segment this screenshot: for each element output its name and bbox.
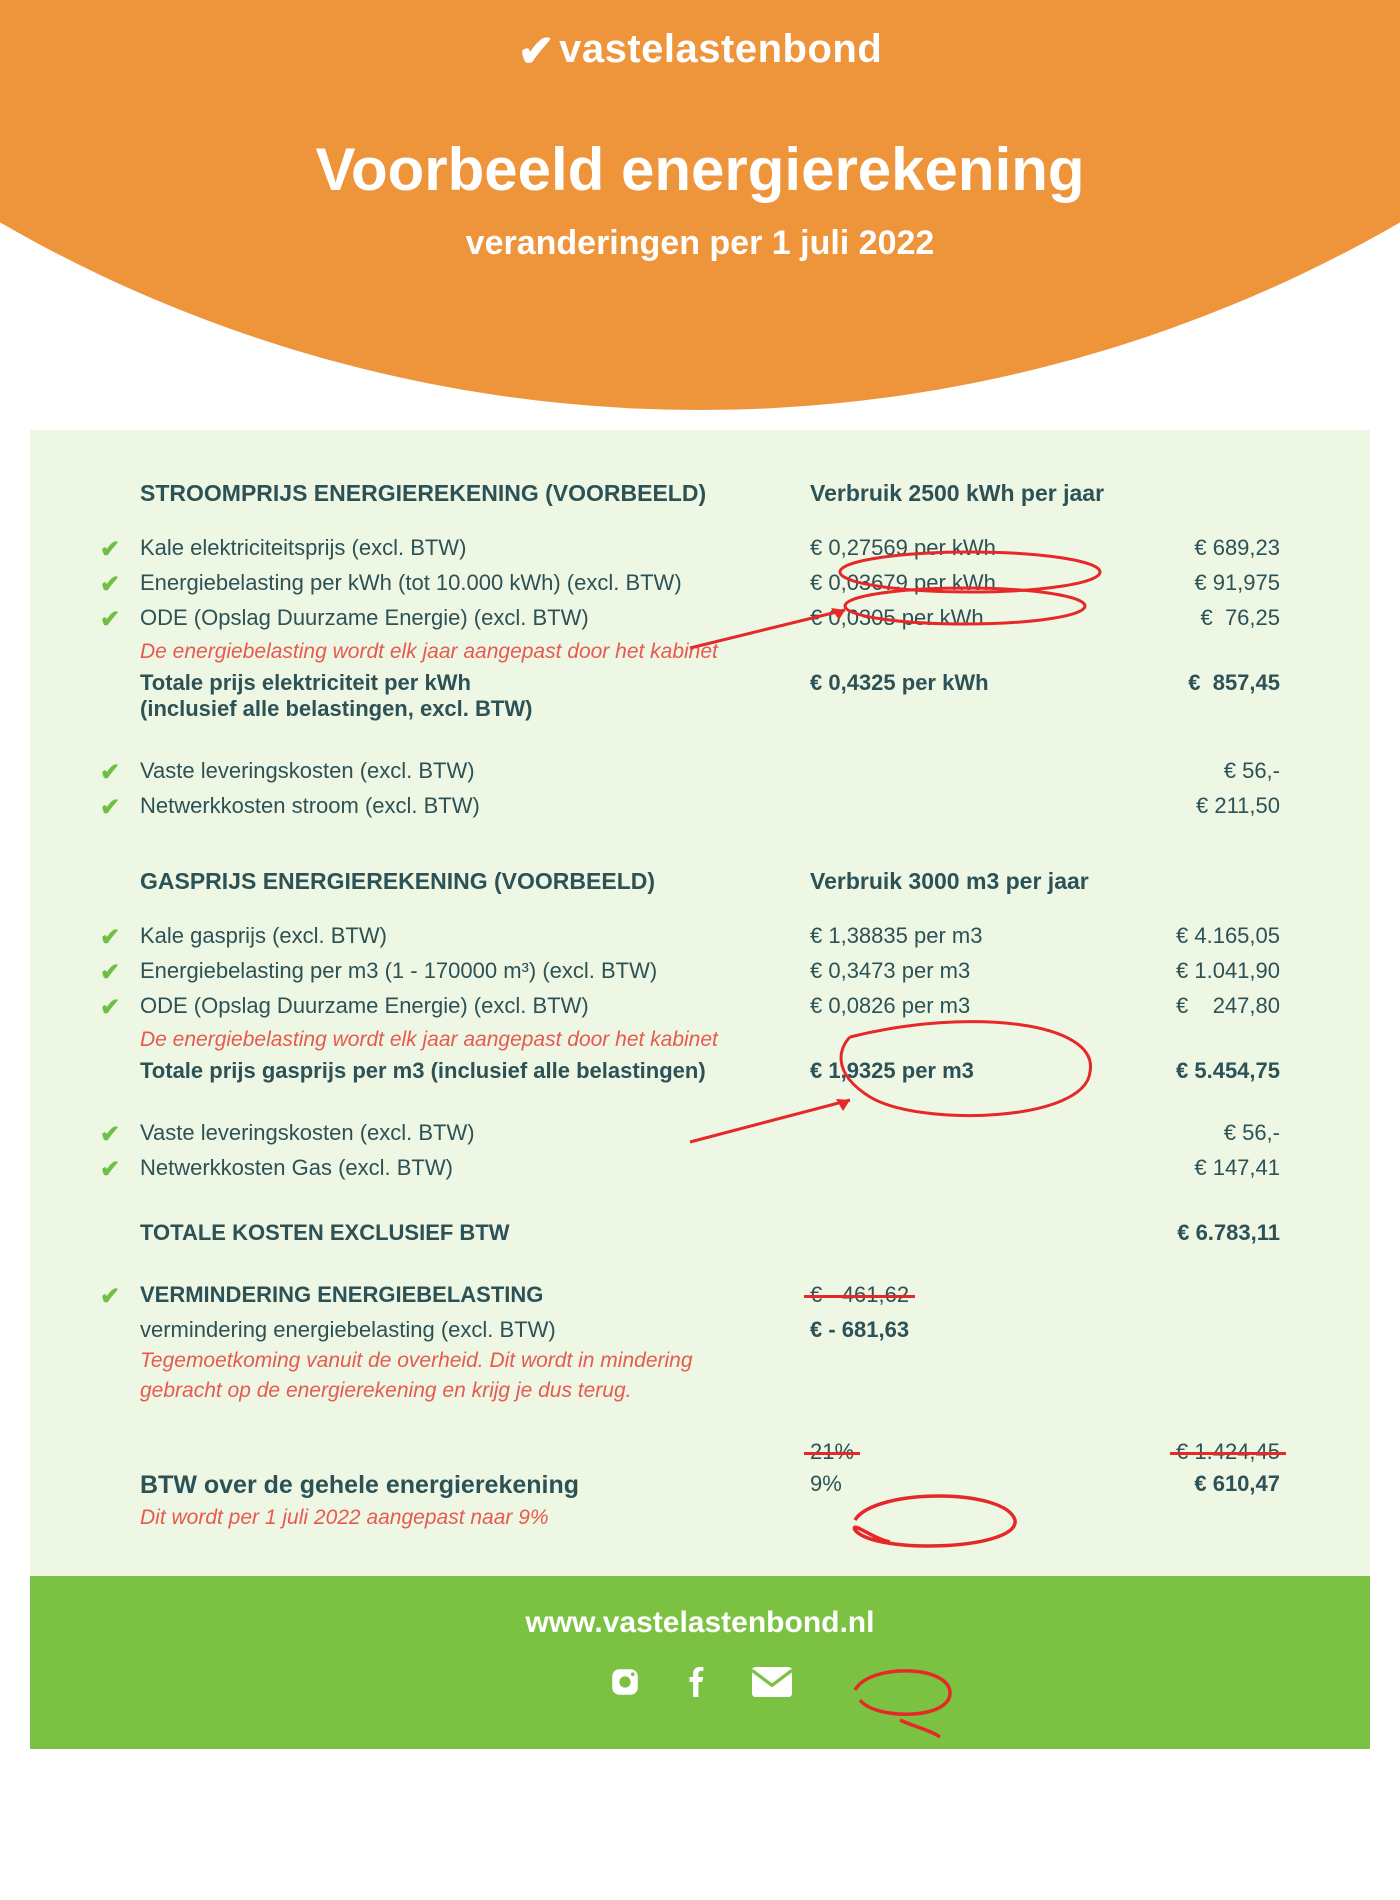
check-icon: ✔: [100, 535, 140, 564]
total-excl-row: TOTALE KOSTEN EXCLUSIEF BTW € 6.783,11: [100, 1220, 1280, 1246]
vermindering-note-2: gebracht op de energierekening en krijg …: [140, 1379, 1280, 1403]
vermindering-new-rate: € - 681,63: [810, 1317, 1110, 1343]
total-excl-label: TOTALE KOSTEN EXCLUSIEF BTW: [140, 1220, 810, 1246]
gas-header-usage: Verbruik 3000 m3 per jaar: [810, 868, 1110, 895]
stroom-header: STROOMPRIJS ENERGIEREKENING (VOORBEELD) …: [100, 480, 1280, 507]
instagram-icon: [608, 1665, 642, 1699]
row-label: Kale gasprijs (excl. BTW): [140, 923, 810, 949]
row-total: € 1.041,90: [1110, 958, 1280, 984]
stroom-extra-row: ✔ Netwerkkosten stroom (excl. BTW) € 211…: [100, 793, 1280, 822]
stroom-header-usage: Verbruik 2500 kWh per jaar: [810, 480, 1110, 507]
row-label: Vaste leveringskosten (excl. BTW): [140, 758, 810, 784]
check-icon: ✔: [100, 1282, 140, 1311]
check-icon: ✔: [100, 1120, 140, 1149]
row-total: € 247,80: [1110, 993, 1280, 1019]
row-total: € 4.165,05: [1110, 923, 1280, 949]
check-icon: ✔: [100, 605, 140, 634]
gas-total-row: Totale prijs gasprijs per m3 (inclusief …: [100, 1058, 1280, 1084]
stroom-header-label: STROOMPRIJS ENERGIEREKENING (VOORBEELD): [100, 480, 810, 507]
row-rate: € 0,0826 per m3: [810, 993, 1110, 1019]
row-label: Netwerkkosten Gas (excl. BTW): [140, 1155, 810, 1181]
row-total: € 211,50: [1110, 793, 1280, 819]
page-subtitle: veranderingen per 1 juli 2022: [0, 224, 1400, 263]
stroom-row: ✔ Energiebelasting per kWh (tot 10.000 k…: [100, 570, 1280, 599]
gas-note: De energiebelasting wordt elk jaar aange…: [140, 1028, 1280, 1052]
row-label: Vaste leveringskosten (excl. BTW): [140, 1120, 810, 1146]
row-rate: € 0,27569 per kWh: [810, 535, 1110, 561]
check-icon: ✔: [100, 958, 140, 987]
social-icons: [608, 1665, 792, 1699]
row-label: Netwerkkosten stroom (excl. BTW): [140, 793, 810, 819]
row-total: € 56,-: [1110, 1120, 1280, 1146]
row-total: € 147,41: [1110, 1155, 1280, 1181]
row-rate: € 0,0305 per kWh: [810, 605, 1110, 631]
gas-row: ✔ Energiebelasting per m3 (1 - 170000 m³…: [100, 958, 1280, 987]
stroom-total-rate: € 0,4325 per kWh: [810, 670, 1110, 696]
btw-label: BTW over de gehele energierekening: [140, 1471, 810, 1500]
vermindering-label: vermindering energiebelasting (excl. BTW…: [140, 1317, 810, 1343]
gas-total-amount: € 5.454,75: [1110, 1058, 1280, 1084]
row-label: ODE (Opslag Duurzame Energie) (excl. BTW…: [140, 605, 810, 631]
stroom-total-row: Totale prijs elektriciteit per kWh (incl…: [100, 670, 1280, 722]
page-title: Voorbeeld energierekening: [0, 135, 1400, 204]
gas-total-label: Totale prijs gasprijs per m3 (inclusief …: [140, 1058, 810, 1084]
check-icon: ✔: [100, 793, 140, 822]
stroom-total-amount: € 857,45: [1110, 670, 1280, 696]
facebook-icon: [682, 1665, 712, 1699]
btw-new-amount: € 610,47: [1110, 1471, 1280, 1497]
row-label: Energiebelasting per m3 (1 - 170000 m³) …: [140, 958, 810, 984]
gas-header: GASPRIJS ENERGIEREKENING (VOORBEELD) Ver…: [100, 868, 1280, 895]
row-total: € 56,-: [1110, 758, 1280, 784]
gas-total-rate: € 1,9325 per m3: [810, 1058, 1110, 1084]
btw-old-amount: € 1.424,45: [1176, 1439, 1280, 1464]
vermindering-row: vermindering energiebelasting (excl. BTW…: [100, 1317, 1280, 1343]
stroom-note: De energiebelasting wordt elk jaar aange…: [140, 640, 1280, 664]
btw-old-pct: 21%: [810, 1439, 854, 1464]
check-icon: ✔: [100, 993, 140, 1022]
check-icon: ✔: [100, 1155, 140, 1184]
row-rate: € 0,03679 per kWh: [810, 570, 1110, 596]
gas-row: ✔ Kale gasprijs (excl. BTW) € 1,38835 pe…: [100, 923, 1280, 952]
stroom-row: ✔ Kale elektriciteitsprijs (excl. BTW) €…: [100, 535, 1280, 564]
vermindering-old-rate: € - 461,62: [810, 1282, 909, 1307]
row-label: Energiebelasting per kWh (tot 10.000 kWh…: [140, 570, 810, 596]
btw-old-row: 21% € 1.424,45: [100, 1439, 1280, 1465]
footer: www.vastelastenbond.nl: [30, 1576, 1370, 1749]
gas-row: ✔ ODE (Opslag Duurzame Energie) (excl. B…: [100, 993, 1280, 1022]
btw-row: BTW over de gehele energierekening 9% € …: [100, 1471, 1280, 1500]
row-total: € 689,23: [1110, 535, 1280, 561]
stroom-extra-row: ✔ Vaste leveringskosten (excl. BTW) € 56…: [100, 758, 1280, 787]
brand-text: vastelastenbond: [559, 27, 882, 72]
vermindering-note-1: Tegemoetkoming vanuit de overheid. Dit w…: [140, 1349, 1280, 1373]
row-label: ODE (Opslag Duurzame Energie) (excl. BTW…: [140, 993, 810, 1019]
row-label: Kale elektriciteitsprijs (excl. BTW): [140, 535, 810, 561]
content-card: STROOMPRIJS ENERGIEREKENING (VOORBEELD) …: [30, 430, 1370, 1576]
check-icon: ✔: [100, 758, 140, 787]
mail-icon: [752, 1667, 792, 1697]
row-total: € 91,975: [1110, 570, 1280, 596]
stroom-total-label-2: (inclusief alle belastingen, excl. BTW): [140, 696, 810, 722]
check-icon: ✔: [100, 923, 140, 952]
row-total: € 76,25: [1110, 605, 1280, 631]
header: ✔vastelastenbond Voorbeeld energierekeni…: [0, 0, 1400, 430]
stroom-row: ✔ ODE (Opslag Duurzame Energie) (excl. B…: [100, 605, 1280, 634]
vermindering-header-row: ✔ VERMINDERING ENERGIEBELASTING € - 461,…: [100, 1282, 1280, 1311]
row-rate: € 1,38835 per m3: [810, 923, 1110, 949]
footer-url: www.vastelastenbond.nl: [30, 1606, 1370, 1640]
row-rate: € 0,3473 per m3: [810, 958, 1110, 984]
gas-extra-row: ✔ Netwerkkosten Gas (excl. BTW) € 147,41: [100, 1155, 1280, 1184]
gas-header-label: GASPRIJS ENERGIEREKENING (VOORBEELD): [100, 868, 810, 895]
stroom-total-label-1: Totale prijs elektriciteit per kWh: [140, 670, 810, 696]
btw-note: Dit wordt per 1 juli 2022 aangepast naar…: [140, 1506, 1280, 1530]
logo-check-icon: ✔: [518, 26, 555, 77]
gas-extra-row: ✔ Vaste leveringskosten (excl. BTW) € 56…: [100, 1120, 1280, 1149]
check-icon: ✔: [100, 570, 140, 599]
brand-logo: ✔vastelastenbond: [518, 24, 883, 75]
btw-new-pct: 9%: [810, 1471, 1110, 1497]
total-excl-amount: € 6.783,11: [1110, 1220, 1280, 1246]
vermindering-header: VERMINDERING ENERGIEBELASTING: [140, 1282, 810, 1308]
